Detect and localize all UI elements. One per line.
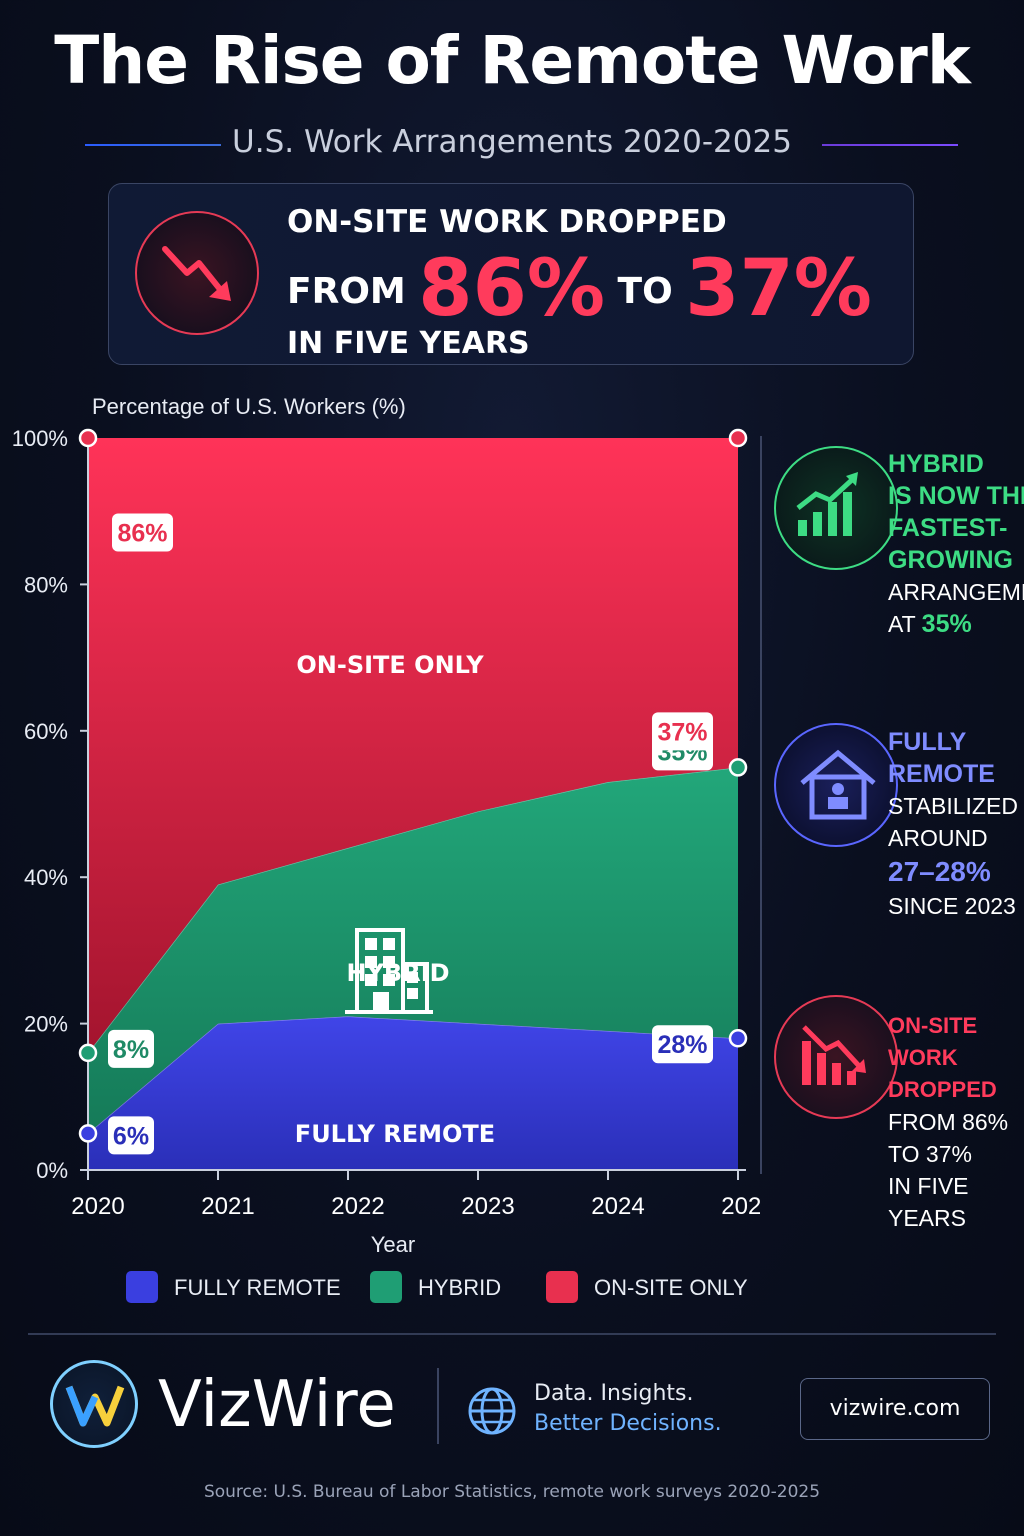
- end-label-fully-remote: 28%: [657, 1031, 707, 1059]
- page-title: The Rise of Remote Work: [54, 22, 970, 99]
- area-label: FULLY REMOTE: [295, 1120, 495, 1148]
- end-label-on-site: 37%: [657, 718, 707, 746]
- website-link-button[interactable]: vizwire.com: [800, 1378, 990, 1440]
- sidebar-hybrid-line-4: GROWING: [888, 546, 1013, 574]
- sidebar-remote-value: 27–28%: [888, 856, 991, 887]
- area-fully-remote: [88, 1016, 738, 1170]
- end-label-fully-remote-badge: [652, 1025, 713, 1064]
- start-label-fully-remote: 6%: [113, 1122, 149, 1150]
- sidebar-remote-line-2: REMOTE: [888, 760, 995, 788]
- source-note: Source: U.S. Bureau of Labor Statistics,…: [203, 1482, 821, 1502]
- callout-from-word: FROM: [287, 271, 406, 312]
- callout-from-value: 86%: [418, 244, 605, 334]
- start-label-on-site: 86%: [117, 519, 167, 547]
- x-axis-title: Year: [371, 1232, 415, 1257]
- legend-label-fully-remote: FULLY REMOTE: [174, 1275, 341, 1300]
- sidebar-remote-text: FULLY REMOTE STABILIZED AROUND 27–28% SI…: [888, 726, 1018, 922]
- sidebar-onsite-line-1: ON-SITE WORK: [888, 1013, 978, 1070]
- sidebar-hybrid-line-2: IS NOW THE: [888, 482, 1024, 510]
- y-tick-label: 0%: [36, 1158, 68, 1183]
- brand-name: VizWire: [158, 1368, 396, 1442]
- callout-line-2: FROM 86% TO 37%: [287, 244, 872, 334]
- sidebar-onsite-line-5: IN FIVE YEARS: [888, 1173, 969, 1231]
- sidebar-remote-line-4: AROUND: [888, 825, 988, 851]
- x-tick-label: 2021: [201, 1193, 254, 1220]
- headline-callout: ON-SITE WORK DROPPED FROM 86% TO 37% IN …: [108, 183, 914, 365]
- y-tick-label: 100%: [12, 426, 68, 451]
- sidebar-hybrid-text: HYBRID IS NOW THE FASTEST- GROWING ARRAN…: [888, 448, 1024, 640]
- y-tick-label: 20%: [24, 1012, 68, 1037]
- end-point-marker: [728, 428, 748, 448]
- legend-swatch-hybrid: [370, 1271, 402, 1303]
- sidebar-hybrid-line-1: HYBRID: [888, 450, 984, 478]
- subtitle-rule-left: [85, 144, 221, 146]
- callout-to-word: TO: [617, 271, 673, 312]
- start-point-marker: [78, 428, 98, 448]
- x-tick-label: 2024: [591, 1193, 644, 1220]
- area-hybrid: [88, 767, 738, 1134]
- footer-rule: [28, 1333, 996, 1335]
- y-axis-title: Percentage of U.S. Workers (%): [92, 394, 406, 419]
- legend-swatch-on-site: [546, 1271, 578, 1303]
- declining-bars-icon: [774, 995, 898, 1119]
- sidebar-hybrid-line-3: FASTEST-: [888, 514, 1008, 542]
- sidebar-hybrid-line-5: ARRANGEMENT: [888, 579, 1024, 605]
- stacked-area-chart: Percentage of U.S. Workers (%) 0% 20% 40% 6…: [12, 394, 760, 1257]
- y-tick-label: 80%: [24, 572, 68, 597]
- vizwire-logo-icon: [50, 1360, 138, 1448]
- sidebar-onsite-line-3: FROM 86%: [888, 1109, 1009, 1135]
- office-building-icon: [345, 928, 433, 1014]
- sidebar-remote-line-1: FULLY: [888, 728, 967, 756]
- area-on-site-only: [88, 438, 738, 1053]
- start-label-hybrid-badge: [108, 1029, 154, 1068]
- y-tick-label: 60%: [24, 719, 68, 744]
- start-label-hybrid: 8%: [113, 1036, 149, 1064]
- callout-to-value: 37%: [685, 244, 872, 334]
- growth-chart-icon: [774, 446, 898, 570]
- x-tick-label: 2025: [721, 1193, 760, 1220]
- sidebar-hybrid-at: AT: [888, 611, 922, 637]
- callout-line-3: IN FIVE YEARS: [287, 326, 530, 361]
- end-label-on-site-badge: [652, 712, 713, 751]
- x-tick-label: 2022: [331, 1193, 384, 1220]
- sidebar-remote-line-3: STABILIZED: [888, 793, 1018, 819]
- area-label: HYBRID: [346, 959, 449, 987]
- start-point-marker: [78, 1124, 98, 1143]
- end-point-marker: [728, 758, 748, 777]
- subtitle-rule-right: [822, 144, 958, 146]
- callout-line-1: ON-SITE WORK DROPPED: [287, 204, 727, 240]
- tagline-line-1: Data. Insights.: [534, 1381, 694, 1406]
- start-label-on-site-badge: [112, 513, 173, 552]
- sidebar-onsite-text: ON-SITE WORK DROPPED FROM 86% TO 37% IN …: [888, 1010, 1024, 1234]
- x-tick-label: 2023: [461, 1193, 514, 1220]
- tagline-line-2: Better Decisions.: [534, 1411, 722, 1436]
- page-subtitle: U.S. Work Arrangements 2020-2025: [232, 124, 792, 160]
- home-office-icon: [774, 723, 898, 847]
- sidebar-hybrid-value: 35%: [921, 610, 972, 638]
- legend-swatch-fully-remote: [126, 1271, 158, 1303]
- x-tick-label: 2020: [71, 1193, 124, 1220]
- start-point-marker: [78, 1043, 98, 1063]
- start-label-fully-remote-badge: [108, 1116, 154, 1155]
- chart-legend: FULLY REMOTE HYBRID ON-SITE ONLY: [0, 1267, 1024, 1307]
- globe-icon: [468, 1387, 516, 1435]
- sidebar-onsite-line-4: TO 37%: [888, 1141, 972, 1167]
- footer-divider: [437, 1368, 439, 1444]
- end-point-marker: [728, 1028, 748, 1048]
- sidebar-hybrid-line-6: AT 35%: [888, 608, 1024, 640]
- sidebar-onsite-line-2: DROPPED: [888, 1077, 997, 1102]
- trend-down-arrow-icon: [135, 211, 259, 335]
- sidebar-divider: [760, 436, 762, 1174]
- y-tick-label: 40%: [24, 865, 68, 890]
- legend-label-on-site: ON-SITE ONLY: [594, 1275, 748, 1300]
- sidebar-remote-line-6: SINCE 2023: [888, 893, 1016, 919]
- subtitle-row: U.S. Work Arrangements 2020-2025: [0, 120, 1024, 168]
- legend-label-hybrid: HYBRID: [418, 1275, 502, 1300]
- area-label: ON-SITE ONLY: [296, 651, 484, 679]
